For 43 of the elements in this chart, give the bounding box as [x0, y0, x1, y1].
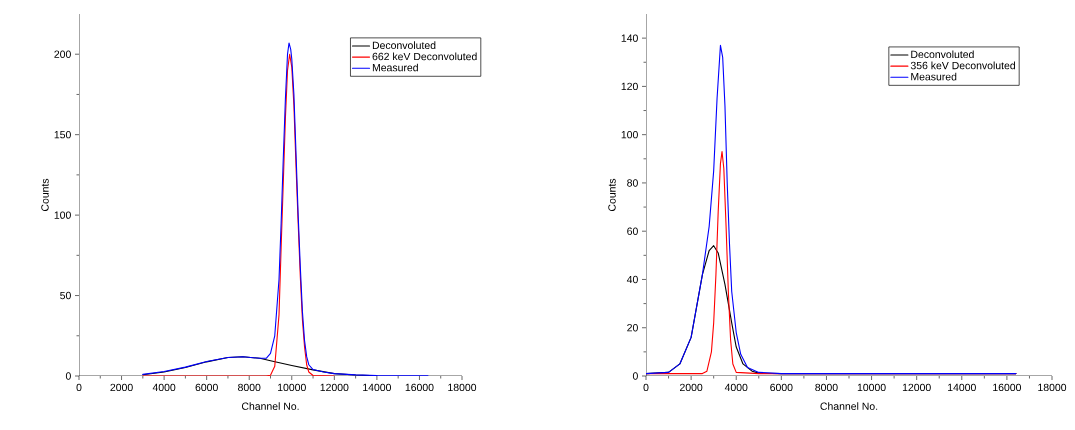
x-tick-label: 10000 [857, 383, 886, 392]
x-tick-label: 0 [76, 383, 82, 392]
x-tick-label: 16000 [993, 383, 1022, 392]
y-tick-label: 100 [621, 130, 638, 139]
x-tick-label: 14000 [363, 383, 392, 392]
x-tick-label: 4000 [152, 383, 176, 392]
y-axis-title: Counts [608, 178, 616, 212]
x-axis-title: Channel No. [241, 402, 299, 410]
legend-label: Measured [372, 63, 418, 72]
y-tick-label: 20 [627, 324, 638, 332]
x-tick-label: 12000 [320, 383, 349, 392]
y-tick-label: 0 [65, 372, 71, 380]
x-axis-title: Channel No. [820, 402, 878, 410]
x-tick-label: 0 [643, 383, 649, 392]
x-tick-label: 8000 [238, 383, 261, 392]
x-tick-label: 12000 [902, 383, 931, 392]
x-tick-label: 4000 [724, 383, 748, 392]
x-tick-label: 8000 [815, 383, 838, 392]
x-tick-label: 18000 [448, 383, 477, 392]
x-tick-label: 2000 [110, 383, 133, 392]
legend-label: 662 keV Deconvoluted [372, 52, 477, 61]
y-tick-label: 0 [632, 372, 638, 380]
y-tick-label: 60 [627, 227, 638, 235]
y-tick-label: 140 [621, 34, 638, 42]
y-tick-label: 120 [621, 82, 638, 91]
x-tick-label: 6000 [195, 383, 218, 392]
y-tick-label: 40 [626, 275, 638, 284]
y-tick-label: 200 [54, 50, 71, 58]
x-tick-label: 18000 [1038, 383, 1067, 392]
y-tick-label: 100 [54, 211, 71, 219]
y-tick-label: 50 [60, 291, 71, 300]
x-tick-label: 10000 [278, 383, 306, 392]
legend-label: 356 keV Deconvoluted [910, 61, 1015, 70]
y-tick-label: 80 [627, 179, 638, 187]
x-tick-label: 14000 [948, 383, 976, 392]
x-tick-label: 16000 [405, 383, 434, 392]
x-tick-label: 6000 [770, 383, 793, 392]
x-tick-label: 2000 [680, 383, 703, 392]
legend-label: Deconvoluted [372, 41, 436, 50]
legend-label: Deconvoluted [911, 50, 974, 59]
y-tick-label: 150 [54, 130, 71, 139]
legend-label: Measured [911, 72, 957, 81]
y-axis-title: Counts [41, 178, 49, 212]
